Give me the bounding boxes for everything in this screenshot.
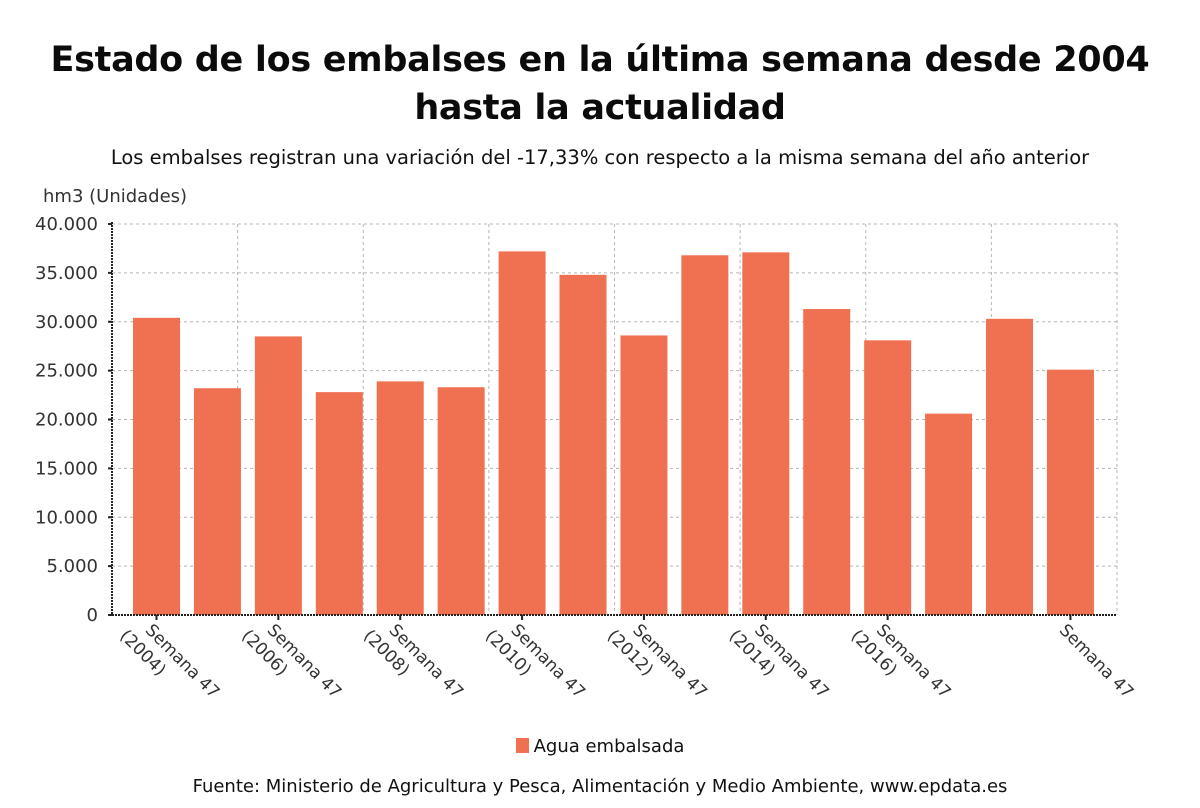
y-axis-label: hm3 (Unidades): [43, 186, 188, 207]
x-tick-labels: Semana 47(2004) Semana 47(2006) Semana 47(…: [116, 620, 1138, 702]
bar: [559, 274, 607, 615]
bar: [925, 413, 973, 615]
bar: [133, 317, 180, 615]
axes: [108, 222, 1117, 620]
bar: [376, 381, 424, 615]
y-tick-label: 15.000: [35, 458, 98, 479]
bar: [193, 388, 241, 615]
legend: Agua embalsada: [0, 736, 1200, 757]
bar: [864, 340, 912, 615]
x-tick-label: Semana 47(2004): [116, 620, 224, 702]
x-tick-label-line1: Semana 47: [1055, 620, 1137, 702]
bar: [681, 255, 729, 615]
y-tick-label: 40.000: [35, 214, 98, 235]
chart-subtitle: Los embalses registran una variación del…: [110, 146, 1090, 169]
x-tick-label: Semana 47(2008): [359, 620, 467, 702]
bar: [1046, 369, 1094, 615]
y-tick-label: 35.000: [35, 263, 98, 284]
x-tick-label: Semana 47(2016): [847, 620, 955, 702]
y-tick-labels: 0 5.000 10.000 15.000 20.000 25.000 30.000 35.0…: [35, 214, 98, 626]
chart-title-line-1: Estado de los embalses en la última sema…: [50, 40, 1150, 80]
bar: [254, 336, 302, 615]
bar: [803, 309, 851, 615]
chart-title: Estado de los embalses en la última sema…: [0, 36, 1200, 132]
x-tick-label: Semana 47: [1055, 620, 1137, 702]
x-tick-label: Semana 47(2006): [237, 620, 345, 702]
x-tick-label: Semana 47(2012): [603, 620, 711, 702]
bar: [498, 251, 546, 615]
bar: [986, 318, 1034, 615]
y-tick-label: 30.000: [35, 312, 98, 333]
bar: [620, 335, 668, 615]
y-tick-label: 20.000: [35, 410, 98, 431]
bar-chart: 0 5.000 10.000 15.000 20.000 25.000 30.000 35.0…: [35, 214, 1138, 703]
chart-title-line-2: hasta la actualidad: [414, 88, 786, 128]
bar: [315, 392, 363, 615]
bars: [133, 251, 1094, 615]
legend-label: Agua embalsada: [533, 736, 685, 757]
x-tick-label: Semana 47(2014): [725, 620, 833, 702]
x-tick-label: Semana 47(2010): [481, 620, 589, 702]
y-tick-label: 25.000: [35, 361, 98, 382]
bar: [437, 387, 485, 615]
y-tick-label: 5.000: [46, 556, 98, 577]
y-tick-label: 0: [87, 605, 98, 626]
y-tick-label: 10.000: [35, 507, 98, 528]
source-footer: Fuente: Ministerio de Agricultura y Pesc…: [192, 776, 1008, 797]
bar: [742, 252, 790, 615]
legend-swatch: [515, 738, 529, 753]
